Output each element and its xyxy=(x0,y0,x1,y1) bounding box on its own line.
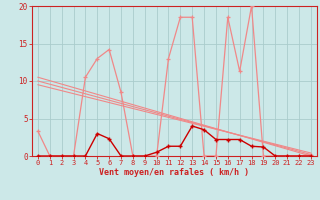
X-axis label: Vent moyen/en rafales ( km/h ): Vent moyen/en rafales ( km/h ) xyxy=(100,168,249,177)
